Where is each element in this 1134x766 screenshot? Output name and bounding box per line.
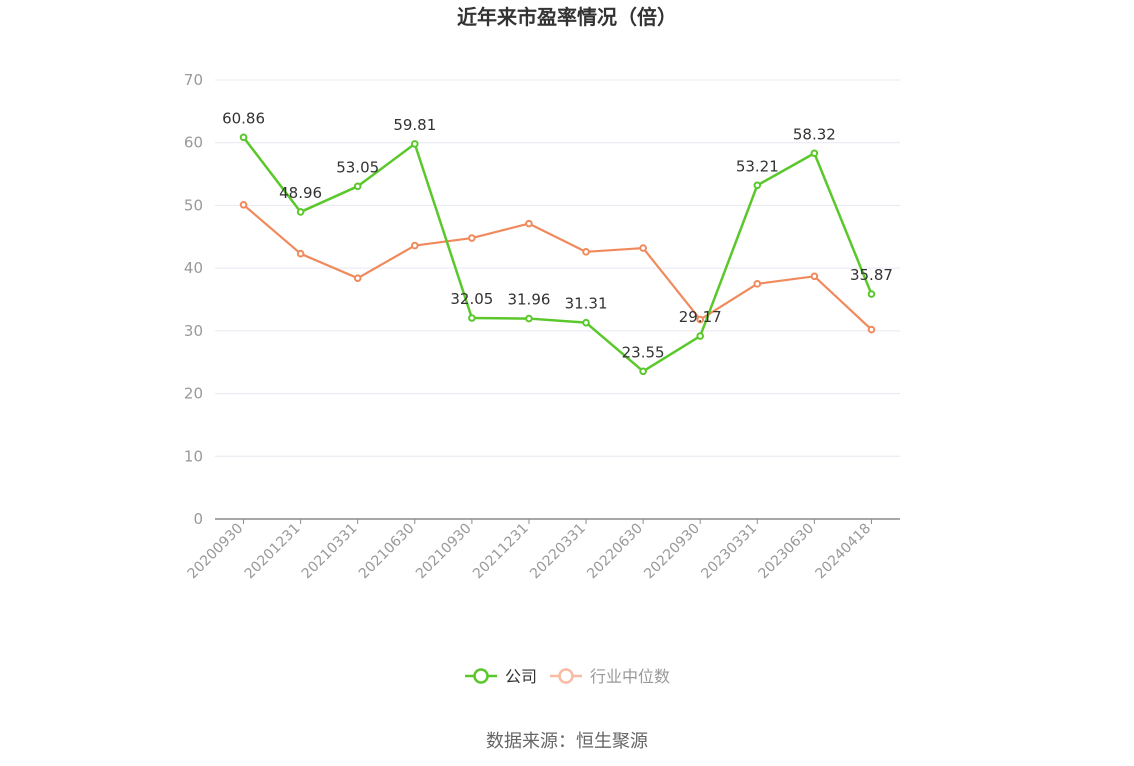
data-point[interactable] [353, 274, 362, 282]
x-tick-label: 20240418 [813, 521, 875, 583]
legend[interactable]: 公司 行业中位数 [465, 667, 670, 686]
x-tick-label: 20210331 [299, 521, 361, 583]
legend-swatch-marker [473, 668, 489, 684]
series-company [239, 133, 876, 376]
x-tick-label: 20220331 [527, 521, 589, 583]
data-labels: 60.86 48.96 53.05 59.81 32.05 31.96 31.31 23.55… [222, 109, 893, 361]
data-point[interactable] [239, 133, 248, 142]
x-tick-label: 20210630 [356, 521, 418, 583]
data-point[interactable] [410, 241, 419, 250]
data-label: 53.05 [336, 158, 379, 176]
data-label: 59.81 [393, 116, 436, 134]
x-tick-label: 20230331 [698, 521, 760, 583]
data-point[interactable] [525, 314, 533, 323]
data-point[interactable] [810, 149, 819, 158]
data-point[interactable] [410, 140, 419, 148]
x-axis-ticks: 2020093020201231202103312021063020210930… [185, 519, 875, 583]
data-point[interactable] [353, 182, 362, 191]
data-point[interactable] [239, 201, 248, 209]
y-tick-label: 50 [184, 196, 203, 214]
data-label: 32.05 [450, 290, 493, 308]
data-point[interactable] [296, 249, 305, 258]
data-point[interactable] [810, 272, 819, 281]
data-label: 48.96 [279, 184, 322, 202]
y-tick-label: 40 [184, 259, 203, 277]
y-axis-ticks: 0 10 20 30 40 50 60 70 [184, 71, 203, 528]
data-label: 60.86 [222, 109, 265, 127]
data-label: 58.32 [793, 125, 836, 143]
data-label: 31.96 [507, 291, 550, 309]
legend-label: 行业中位数 [590, 667, 670, 686]
data-point[interactable] [753, 181, 762, 190]
data-point[interactable] [867, 290, 876, 298]
data-point[interactable] [582, 248, 590, 256]
x-tick-label: 20220630 [584, 521, 646, 583]
data-point[interactable] [639, 244, 647, 252]
data-point[interactable] [468, 314, 476, 322]
data-point[interactable] [696, 332, 705, 340]
data-label: 53.21 [736, 157, 779, 175]
x-tick-label: 20230630 [755, 521, 817, 583]
data-point[interactable] [753, 280, 762, 288]
data-point[interactable] [296, 208, 305, 216]
legend-label: 公司 [505, 667, 537, 686]
source-note: 数据来源：恒生聚源 [486, 731, 648, 752]
data-label: 29.17 [679, 308, 722, 326]
data-point[interactable] [639, 367, 647, 376]
data-point[interactable] [468, 234, 476, 242]
x-tick-label: 20210930 [413, 521, 475, 583]
x-tick-label: 20201231 [242, 521, 304, 583]
series-industry-median [239, 201, 876, 334]
legend-item-industry-median[interactable]: 行业中位数 [550, 667, 670, 686]
x-tick-label: 20200930 [185, 521, 247, 583]
series-group: 60.86 48.96 53.05 59.81 32.05 31.96 31.31 23.55… [222, 109, 893, 376]
chart-title: 近年来市盈率情况（倍） [457, 5, 677, 29]
x-tick-label: 20220930 [641, 521, 703, 583]
y-tick-label: 10 [184, 447, 203, 465]
x-tick-label: 20211231 [470, 521, 532, 583]
series-line [242, 203, 873, 331]
y-tick-label: 20 [184, 385, 203, 403]
data-point[interactable] [525, 219, 533, 228]
y-tick-label: 0 [193, 510, 203, 528]
legend-item-company[interactable]: 公司 [465, 667, 537, 686]
data-label: 31.31 [565, 295, 608, 313]
series-line [242, 136, 873, 373]
data-label: 23.55 [622, 343, 665, 361]
legend-swatch-marker [558, 668, 574, 684]
data-point[interactable] [696, 315, 705, 324]
data-point[interactable] [582, 318, 590, 327]
grid-lines [215, 79, 900, 457]
y-tick-label: 70 [184, 71, 203, 89]
data-label: 35.87 [850, 266, 893, 284]
y-tick-label: 60 [184, 134, 203, 152]
y-tick-label: 30 [184, 322, 203, 340]
data-point[interactable] [867, 325, 876, 334]
